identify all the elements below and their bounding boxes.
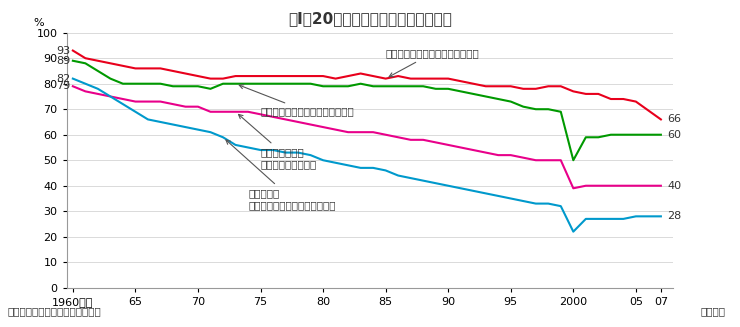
Text: 資料：農林水産省「食料需給表」: 資料：農林水産省「食料需給表」 — [7, 306, 101, 316]
Text: 82: 82 — [56, 74, 70, 84]
Text: 穀物自給率
（飼料用を含む。重量ベース）: 穀物自給率 （飼料用を含む。重量ベース） — [226, 140, 335, 210]
Text: 89: 89 — [56, 56, 70, 66]
Text: %: % — [33, 18, 44, 27]
Text: 40: 40 — [667, 181, 682, 191]
Text: 総合食料自給率
（供給熱量ベース）: 総合食料自給率 （供給熱量ベース） — [238, 114, 317, 169]
Text: 主食用穀物自給率（重量ベース）: 主食用穀物自給率（重量ベース） — [239, 85, 354, 117]
Text: 66: 66 — [667, 114, 681, 124]
Text: 総合食料自給率（生産額ベース）: 総合食料自給率（生産額ベース） — [386, 48, 480, 77]
Text: 図Ⅰ－20　我が国の食料自給率の推移: 図Ⅰ－20 我が国の食料自給率の推移 — [288, 11, 452, 26]
Text: 93: 93 — [56, 45, 70, 56]
Text: 60: 60 — [667, 130, 681, 140]
Text: 28: 28 — [667, 211, 682, 221]
Text: （概算）: （概算） — [700, 306, 725, 316]
Text: 79: 79 — [56, 81, 70, 91]
